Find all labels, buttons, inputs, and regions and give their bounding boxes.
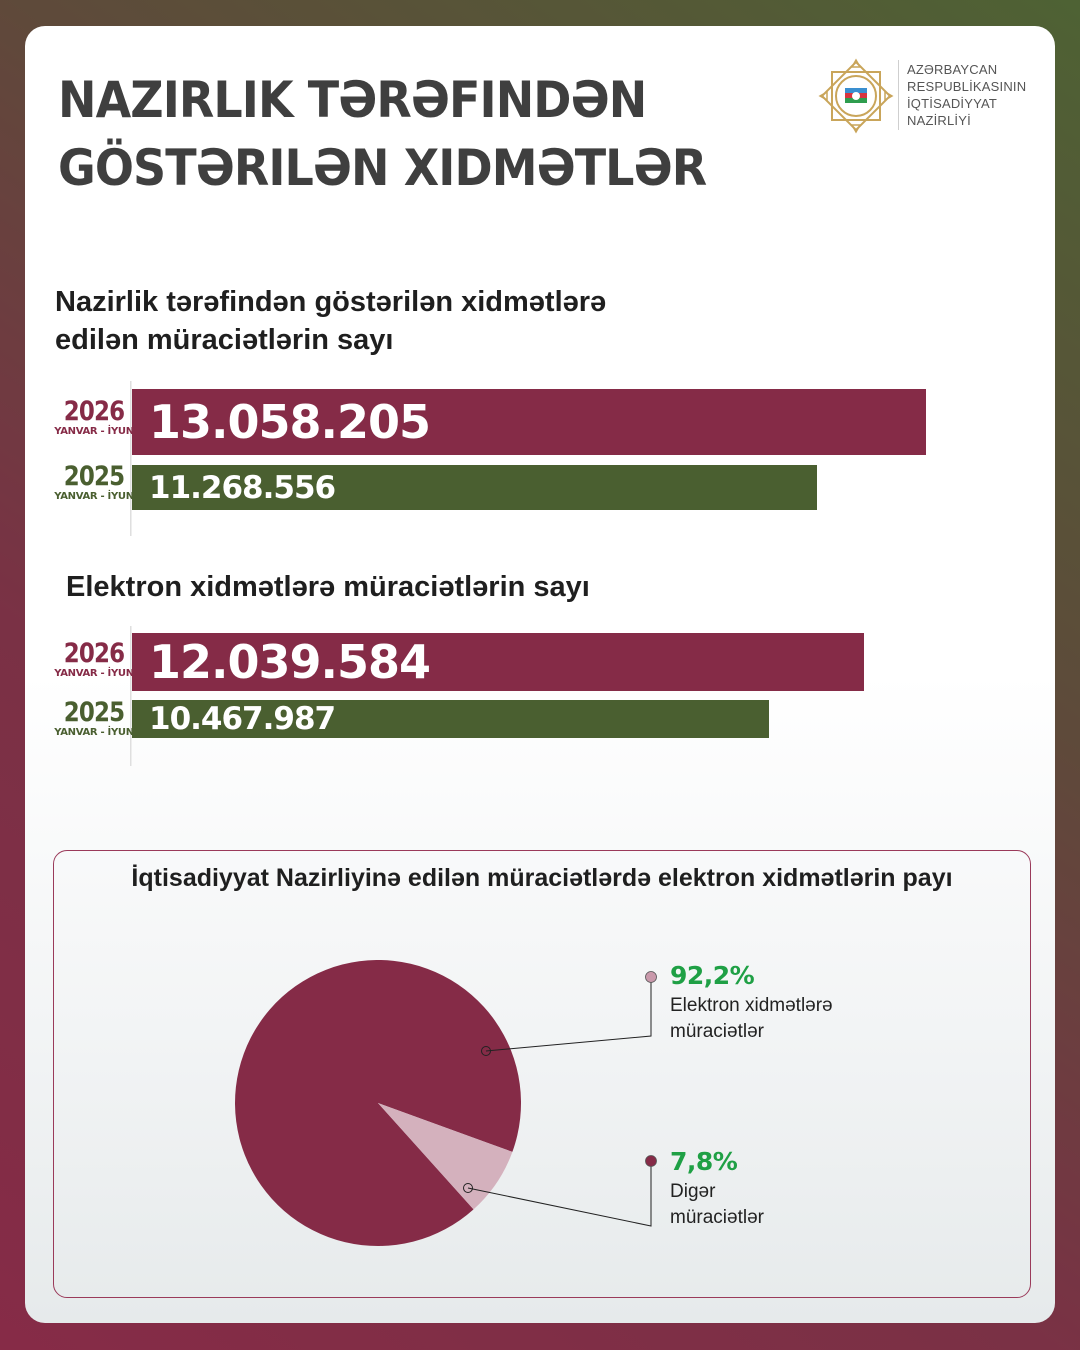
legend-label-other-line-2: müraciətlər <box>670 1207 764 1228</box>
leader-point-other <box>463 1183 473 1193</box>
legend-label-electronic: Elektron xidmətlərə müraciətlər <box>670 993 833 1045</box>
chart1-bar-value-2026: 13.058.205 <box>149 395 431 449</box>
chart1-year-label-2026: 2026 <box>63 396 125 427</box>
chart1-bar-2026: 13.058.205 <box>132 389 926 455</box>
chart1-title-line-1: Nazirlik tərəfindən göstərilən xidmətlər… <box>55 286 607 318</box>
chart2-year-label-2026: 2026 <box>63 638 125 669</box>
page-title-line-1: Nazirlik tərəfindən <box>58 71 647 129</box>
legend-label-other: Digər müraciətlər <box>670 1179 764 1231</box>
ministry-name-line-3: İQTİSADİYYAT <box>907 96 998 111</box>
leader-line-other <box>467 1161 652 1227</box>
chart1-bar-2025: 11.268.556 <box>132 465 818 510</box>
legend-label-electronic-line-1: Elektron xidmətlərə <box>670 995 833 1016</box>
pie-chart-title: İqtisadiyyat Nazirliyinə edilən müraciət… <box>131 864 953 892</box>
leader-line-electronic <box>485 977 652 1052</box>
infographic-card: Nazirlik tərəfindən göstərilən xidmətlər… <box>25 26 1055 1323</box>
chart2-year-label-2025: 2025 <box>63 697 125 728</box>
chart2-bar-2026: 12.039.584 <box>132 633 865 691</box>
ministry-name-line-1: AZƏRBAYCAN <box>907 62 998 77</box>
chart1-title-line-2: edilən müraciətlərin sayı <box>55 324 394 356</box>
chart1-bar-value-2025: 11.268.556 <box>149 469 336 506</box>
chart1-category-2026: 2026 YANVAR - İYUN <box>39 398 149 438</box>
pie-slice-electronic <box>235 959 522 1246</box>
chart1-year-label-2025: 2025 <box>63 461 125 492</box>
chart1-axis-line <box>130 381 132 536</box>
page-title: Nazirlik tərəfindən göstərilən xidmətlər <box>58 66 707 202</box>
chart2-bar-2025: 10.467.987 <box>132 700 769 738</box>
chart2-title-line-1: Elektron xidmətlərə müraciətlərin sayı <box>66 571 590 603</box>
pie-chart <box>235 959 657 1246</box>
ministry-name-line-2: RESPUBLİKASININ <box>907 79 1027 94</box>
chart2-period-label-2025: YANVAR - İYUN <box>54 727 134 738</box>
legend-label-electronic-line-2: müraciətlər <box>670 1021 764 1042</box>
pie-chart-panel: İqtisadiyyat Nazirliyinə edilən müraciət… <box>53 850 1031 1298</box>
legend-pct-other: 7,8% <box>670 1147 738 1176</box>
chart1-title: Nazirlik tərəfindən göstərilən xidmətlər… <box>55 283 606 359</box>
ministry-emblem-icon <box>818 58 894 134</box>
chart1-period-label-2026: YANVAR - İYUN <box>54 426 134 437</box>
chart2-title: Elektron xidmətlərə müraciətlərin sayı <box>66 568 590 606</box>
chart2-axis-line <box>130 626 132 766</box>
ministry-name: AZƏRBAYCAN RESPUBLİKASININ İQTİSADİYYAT … <box>907 61 1026 129</box>
chart1-period-label-2025: YANVAR - İYUN <box>54 491 134 502</box>
chart2-category-2026: 2026 YANVAR - İYUN <box>39 640 149 680</box>
ministry-name-line-4: NAZİRLİYİ <box>907 113 971 128</box>
legend-pct-electronic: 92,2% <box>670 961 755 990</box>
chart1-category-2025: 2025 YANVAR - İYUN <box>39 463 149 503</box>
legend-label-other-line-1: Digər <box>670 1181 716 1202</box>
chart2-bar-value-2025: 10.467.987 <box>149 701 336 737</box>
chart2-bar-value-2026: 12.039.584 <box>149 635 431 689</box>
legend-dot-electronic <box>645 971 657 983</box>
chart2-period-label-2026: YANVAR - İYUN <box>54 668 134 679</box>
chart2-category-2025: 2025 YANVAR - İYUN <box>39 699 149 739</box>
legend-dot-other <box>645 1155 657 1167</box>
leader-point-electronic <box>481 1046 491 1056</box>
logo-divider <box>898 60 899 130</box>
pie-slice-other <box>378 1103 513 1210</box>
page-title-line-2: göstərilən xidmətlər <box>58 139 707 197</box>
